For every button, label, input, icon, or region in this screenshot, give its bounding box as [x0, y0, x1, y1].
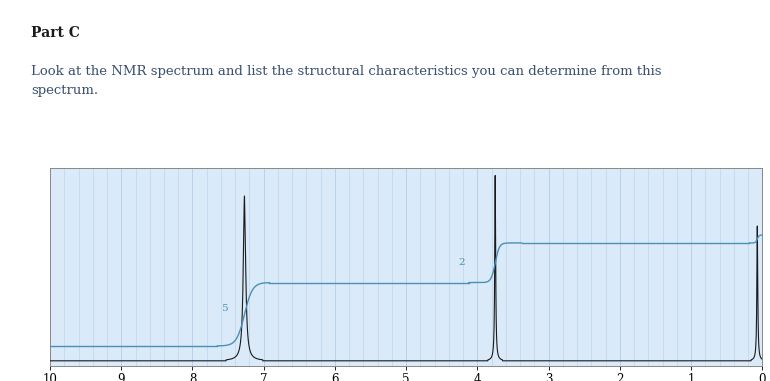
Text: 2: 2	[458, 258, 465, 267]
Text: 5: 5	[221, 304, 228, 313]
Text: Part C: Part C	[31, 26, 79, 40]
Text: Look at the NMR spectrum and list the structural characteristics you can determi: Look at the NMR spectrum and list the st…	[31, 65, 661, 97]
